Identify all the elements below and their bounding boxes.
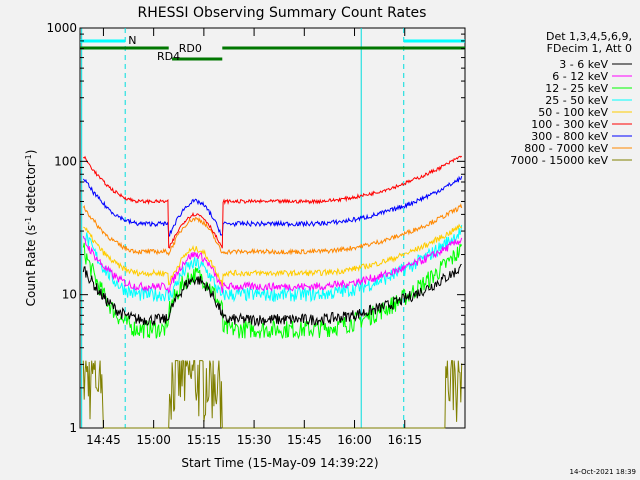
legend-label-4: 50 - 100 keV [538,106,608,119]
x-tick-label-0: 14:45 [86,433,121,447]
x-axis-label: Start Time (15-May-09 14:39:22) [181,456,378,470]
series-line-7 [82,203,463,257]
chart-title: RHESSI Observing Summary Count Rates [138,5,427,21]
x-tick-label-4: 15:45 [287,433,322,447]
flag-rd4-label: RD4 [157,50,180,63]
y-tick-label-2: 100 [54,154,77,168]
series-line-5 [82,155,463,249]
vertical-markers [81,28,405,428]
series-line-8 [82,359,463,429]
plot-area [79,27,466,429]
legend-header-2: FDecim 1, Att 0 [547,42,632,55]
legend-label-6: 300 - 800 keV [531,130,608,143]
footer-date: 14-Oct-2021 18:39 [570,468,636,476]
legend-label-3: 25 - 50 keV [545,94,608,107]
legend-label-2: 12 - 25 keV [545,82,608,95]
y-tick-label-1: 10 [62,288,77,302]
x-tick-label-2: 15:15 [187,433,222,447]
y-axis-ticks: 1 10 100 1000 [46,21,465,435]
legend-label-1: 6 - 12 keV [552,70,608,83]
x-tick-label-6: 16:15 [387,433,422,447]
legend-label-7: 800 - 7000 keV [524,142,608,155]
legend: Det 1,3,4,5,6,9, FDecim 1, Att 0 3 - 6 k… [510,30,632,167]
y-tick-label-0: 1 [69,421,77,435]
series-line-4 [83,223,462,287]
legend-header-1: Det 1,3,4,5,6,9, [546,30,632,43]
series-line-1 [82,235,463,295]
x-tick-label-3: 15:30 [237,433,272,447]
y-tick-label-3: 1000 [46,21,77,35]
x-tick-label-5: 16:00 [337,433,372,447]
series-line-2 [82,242,463,340]
y-axis-label: Count Rate (s-1 detector-1) [24,150,38,307]
series-group [82,155,463,429]
plot-frame [79,27,466,429]
legend-label-5: 100 - 300 keV [531,118,608,131]
series-line-0 [82,263,462,327]
x-axis-ticks: 14:45 15:00 15:15 15:30 15:45 16:00 16:15 [86,28,422,447]
flag-n-label: N [128,34,136,47]
legend-label-8: 7000 - 15000 keV [510,154,608,167]
series-line-6 [82,175,463,237]
flag-rd0-label: RD0 [179,42,202,55]
x-tick-label-1: 15:00 [136,433,171,447]
legend-label-0: 3 - 6 keV [559,58,608,71]
